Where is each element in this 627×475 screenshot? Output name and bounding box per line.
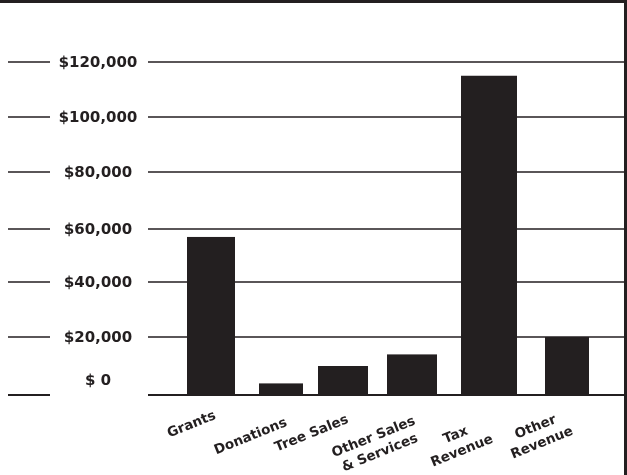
bar-other-sales-services	[387, 354, 437, 395]
y-tick-label: $120,000	[59, 53, 138, 71]
y-tick-label: $40,000	[64, 273, 132, 291]
y-tick-label: $60,000	[64, 220, 132, 238]
bar-other-revenue	[545, 337, 589, 395]
y-tick-label: $20,000	[64, 328, 132, 346]
x-category-label-line: Grants	[165, 407, 218, 441]
y-tick-label: $100,000	[59, 108, 138, 126]
bars	[187, 75, 589, 395]
y-tick-label: $80,000	[64, 163, 132, 181]
x-category-label: TaxRevenue	[422, 415, 495, 470]
y-tick-label: $ 0	[85, 371, 111, 389]
y-axis-tick-labels: $ 0 $20,000 $40,000 $60,000 $80,000 $100,000 $…	[59, 53, 138, 389]
bar-tree-sales	[318, 366, 368, 395]
x-category-label: Grants	[165, 407, 218, 441]
gridlines	[8, 61, 624, 396]
bar-grants	[187, 236, 235, 395]
x-category-label: OtherRevenue	[502, 407, 575, 462]
bar-donations	[259, 383, 303, 395]
bar-tax-revenue	[461, 75, 517, 395]
